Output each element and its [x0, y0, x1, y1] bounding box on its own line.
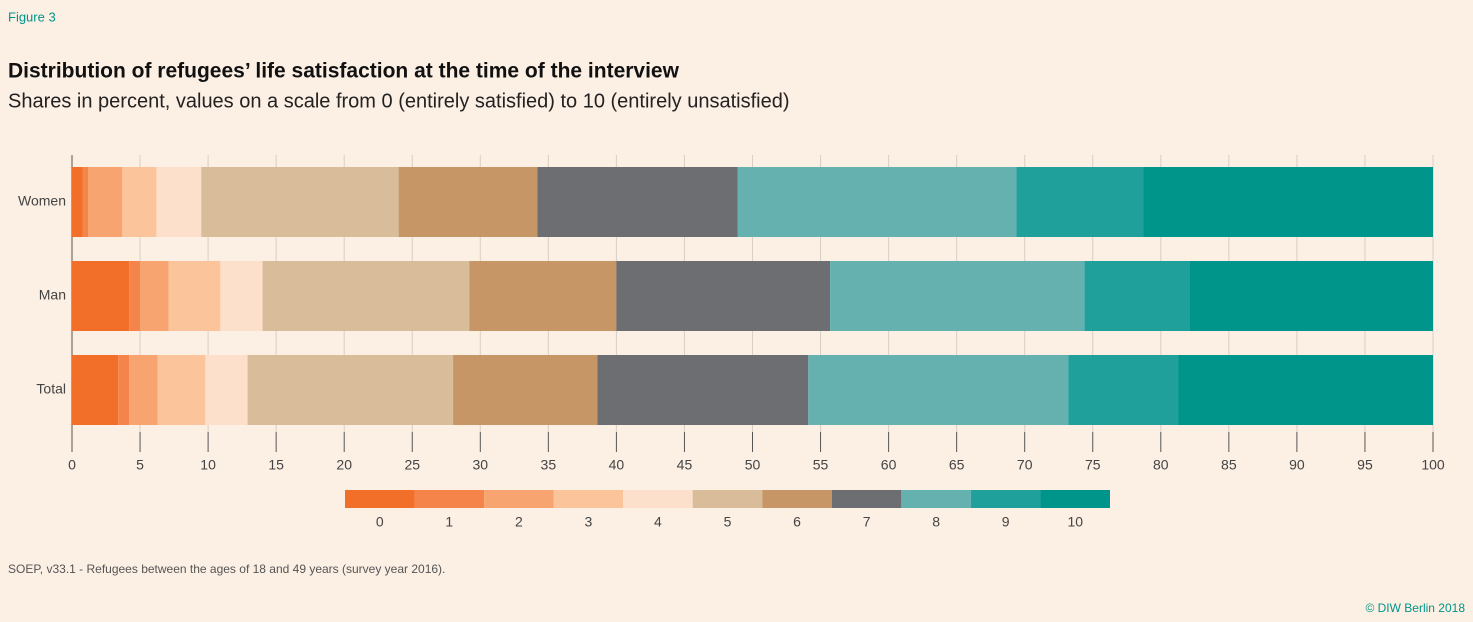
- legend-swatch: [901, 490, 971, 508]
- x-tick-label: 60: [881, 457, 897, 473]
- bar-segment: [122, 167, 157, 237]
- bar-segment: [247, 355, 454, 425]
- bar-segment: [140, 261, 169, 331]
- legend-swatch: [484, 490, 554, 508]
- bar-segment: [157, 355, 206, 425]
- copyright: © DIW Berlin 2018: [1365, 601, 1465, 615]
- y-tick-label: Total: [36, 381, 66, 397]
- bar-segment: [1016, 167, 1144, 237]
- x-tick-label: 65: [949, 457, 965, 473]
- legend-swatch: [762, 490, 832, 508]
- chart-title: Distribution of refugees’ life satisfact…: [8, 60, 680, 83]
- bar-segment: [737, 167, 1017, 237]
- x-tick-label: 55: [813, 457, 829, 473]
- legend-label: 2: [515, 514, 523, 530]
- x-tick-label: 90: [1289, 457, 1305, 473]
- x-tick-label: 80: [1153, 457, 1169, 473]
- x-tick-label: 40: [609, 457, 625, 473]
- legend-label: 0: [376, 514, 384, 530]
- x-tick-label: 75: [1085, 457, 1101, 473]
- x-tick-label: 70: [1017, 457, 1033, 473]
- legend-label: 8: [932, 514, 940, 530]
- bar-segment: [72, 355, 119, 425]
- bar-segment: [72, 167, 83, 237]
- chart-subtitle: Shares in percent, values on a scale fro…: [8, 90, 789, 112]
- bar-segment: [469, 261, 617, 331]
- bar-segment: [88, 167, 123, 237]
- bar-segment: [1068, 355, 1179, 425]
- bar-segment: [201, 167, 399, 237]
- bar-segment: [1178, 355, 1433, 425]
- legend-swatch: [623, 490, 693, 508]
- legend-swatch: [692, 490, 763, 508]
- x-tick-label: 30: [473, 457, 489, 473]
- legend-swatch: [1040, 490, 1110, 508]
- x-tick-label: 45: [677, 457, 693, 473]
- legend-swatch: [970, 490, 1041, 508]
- bar-segment: [616, 261, 831, 331]
- legend-label: 5: [724, 514, 732, 530]
- legend-swatch: [831, 490, 902, 508]
- bar-segment: [72, 261, 130, 331]
- legend-swatch: [414, 490, 485, 508]
- y-tick-label: Women: [18, 193, 66, 209]
- bar-segment: [398, 167, 538, 237]
- x-tick-label: 50: [745, 457, 761, 473]
- bar-segment: [262, 261, 470, 331]
- bar-segment: [1084, 261, 1190, 331]
- legend-label: 9: [1002, 514, 1010, 530]
- x-tick-label: 100: [1421, 457, 1445, 473]
- bar-segment: [220, 261, 263, 331]
- bar-segment: [453, 355, 598, 425]
- x-tick-label: 10: [200, 457, 216, 473]
- bar-segment: [118, 355, 130, 425]
- bar-segment: [597, 355, 809, 425]
- source: SOEP, v33.1 - Refugees between the ages …: [8, 562, 445, 576]
- legend-label: 4: [654, 514, 662, 530]
- x-tick-label: 5: [136, 457, 144, 473]
- legend-label: 10: [1067, 514, 1083, 530]
- bar-segment: [1143, 167, 1433, 237]
- bar-segment: [808, 355, 1069, 425]
- x-tick-label: 20: [336, 457, 352, 473]
- legend-label: 7: [863, 514, 871, 530]
- legend-label: 6: [793, 514, 801, 530]
- bar-segment: [129, 261, 141, 331]
- legend-swatch: [345, 490, 415, 508]
- legend-label: 3: [585, 514, 593, 530]
- x-tick-label: 35: [541, 457, 557, 473]
- x-tick-label: 95: [1357, 457, 1373, 473]
- figure-label: Figure 3: [8, 9, 56, 24]
- bar-segment: [82, 167, 89, 237]
- bar-segment: [830, 261, 1085, 331]
- x-tick-label: 85: [1221, 457, 1237, 473]
- bar-segment: [129, 355, 158, 425]
- bar-segment: [205, 355, 248, 425]
- bar-segment: [1189, 261, 1433, 331]
- bar-segment: [537, 167, 738, 237]
- legend-label: 1: [445, 514, 453, 530]
- legend-swatch: [553, 490, 624, 508]
- y-tick-label: Man: [39, 287, 66, 303]
- x-tick-label: 15: [268, 457, 284, 473]
- x-tick-label: 0: [68, 457, 76, 473]
- bar-segment: [168, 261, 221, 331]
- bar-segment: [156, 167, 202, 237]
- x-tick-label: 25: [404, 457, 420, 473]
